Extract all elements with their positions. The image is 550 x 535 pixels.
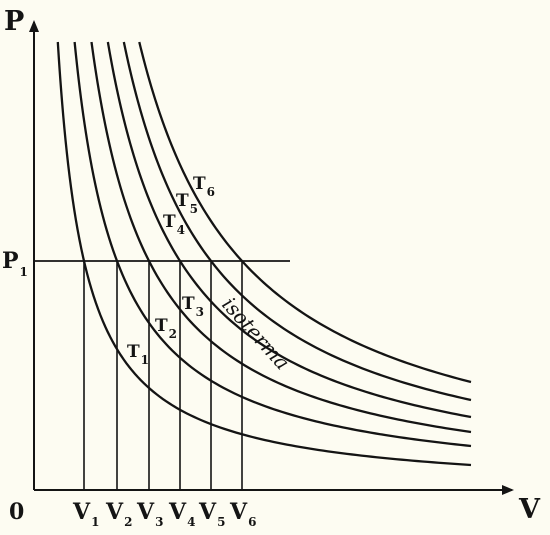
volume-label-4: V4 [168,499,195,529]
curve-label-t4: T4 [163,212,185,237]
curve-label-t1: T1 [127,342,149,367]
volume-label-3: V3 [136,499,163,529]
y-axis-label: P [4,6,24,37]
isoterma-caption: isoterma [217,292,294,374]
volume-label-6: V6 [229,499,256,529]
p1-label: P1 [2,248,28,279]
isotherm-curve-3 [90,41,472,434]
isotherm-curves [56,41,472,467]
volume-label-1: V1 [72,499,99,529]
isotherm-curve-6 [138,41,472,384]
volume-label-5: V5 [198,499,225,529]
isotherm-curve-2 [73,41,472,448]
curve-label-t6: T6 [193,174,215,199]
volume-label-2: V2 [105,499,132,529]
isotherm-curve-1 [56,41,472,467]
curve-label-t3: T3 [182,294,204,319]
isotherm-curve-4 [106,41,472,419]
x-axis-label: V [518,494,541,525]
volume-lines [83,261,243,490]
origin-label: 0 [9,499,24,525]
curve-label-t5: T5 [176,191,198,216]
volume-labels: V1 V2 V3 V4 V5 V6 [72,499,256,529]
isotherm-curve-5 [122,41,472,402]
curve-label-t2: T2 [155,316,177,341]
